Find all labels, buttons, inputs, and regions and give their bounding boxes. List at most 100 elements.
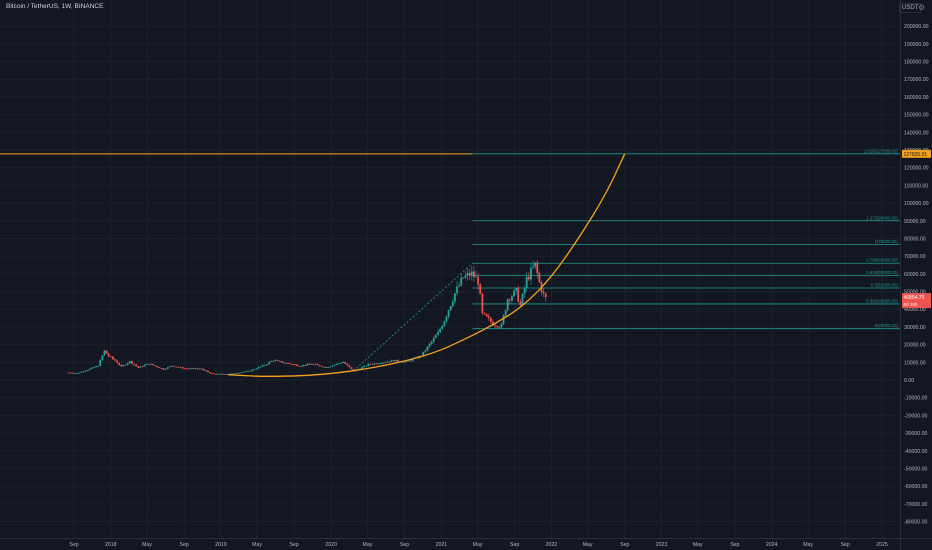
candle-body[interactable] — [253, 369, 256, 371]
candle-body[interactable] — [460, 277, 463, 286]
candle-body[interactable] — [428, 343, 431, 347]
candle-body[interactable] — [232, 373, 235, 375]
candle-body[interactable] — [521, 293, 524, 306]
candle-body[interactable] — [365, 365, 368, 367]
candle-body[interactable] — [71, 372, 74, 374]
candle-body[interactable] — [525, 276, 528, 288]
candle-body[interactable] — [443, 321, 446, 327]
candle-body[interactable] — [422, 351, 425, 357]
candle-body[interactable] — [369, 363, 372, 365]
candle-body[interactable] — [139, 366, 142, 368]
candle-body[interactable] — [245, 371, 247, 373]
candle-body[interactable] — [477, 276, 480, 285]
candle-body[interactable] — [261, 365, 264, 367]
candle-body[interactable] — [304, 365, 306, 366]
candle-body[interactable] — [147, 363, 150, 365]
candle-body[interactable] — [506, 299, 509, 311]
candle-body[interactable] — [470, 271, 473, 277]
candle-body[interactable] — [388, 361, 391, 363]
candle-body[interactable] — [158, 367, 161, 368]
candle-body[interactable] — [333, 364, 336, 366]
candle-body[interactable] — [150, 363, 152, 365]
candle-body[interactable] — [280, 361, 283, 363]
candle-body[interactable] — [196, 368, 199, 370]
candle-body[interactable] — [179, 367, 182, 368]
candle-body[interactable] — [297, 365, 300, 367]
candle-body[interactable] — [103, 350, 106, 356]
candle-body[interactable] — [131, 361, 133, 364]
candle-body[interactable] — [97, 366, 100, 367]
candle-body[interactable] — [321, 366, 323, 367]
candle-body[interactable] — [67, 372, 70, 374]
candle-body[interactable] — [335, 363, 338, 365]
candle-body[interactable] — [498, 327, 501, 328]
candle-body[interactable] — [257, 367, 260, 369]
candle-body[interactable] — [86, 370, 89, 371]
candle-body[interactable] — [397, 359, 399, 362]
candle-body[interactable] — [295, 364, 298, 366]
candle-body[interactable] — [502, 315, 505, 325]
candle-body[interactable] — [409, 360, 412, 362]
candle-body[interactable] — [242, 371, 245, 373]
candle-body[interactable] — [458, 285, 461, 287]
candle-body[interactable] — [378, 363, 380, 365]
candle-body[interactable] — [439, 328, 442, 332]
candle-body[interactable] — [329, 366, 332, 368]
candle-body[interactable] — [76, 373, 78, 374]
candle-body[interactable] — [249, 370, 252, 372]
target-price-badge[interactable] — [902, 149, 931, 158]
candle-body[interactable] — [200, 368, 203, 370]
candle-body[interactable] — [346, 363, 349, 366]
candle-body[interactable] — [441, 326, 444, 329]
candle-body[interactable] — [437, 331, 439, 336]
candle-body[interactable] — [211, 373, 214, 375]
candle-body[interactable] — [293, 364, 296, 365]
candle-body[interactable] — [238, 372, 241, 374]
candle-body[interactable] — [403, 361, 406, 363]
candle-body[interactable] — [390, 360, 393, 362]
candle-body[interactable] — [135, 364, 138, 367]
candle-body[interactable] — [367, 363, 370, 366]
candle-body[interactable] — [190, 368, 192, 370]
candle-body[interactable] — [373, 363, 376, 365]
symbol-title[interactable]: Bitcoin / TetherUS, 1W, BINANCE — [6, 3, 104, 10]
candle-body[interactable] — [314, 364, 317, 365]
candle-body[interactable] — [489, 317, 492, 322]
candle-body[interactable] — [299, 366, 302, 367]
candle-body[interactable] — [128, 361, 131, 364]
candle-body[interactable] — [287, 362, 290, 364]
candle-body[interactable] — [90, 367, 93, 369]
candle-body[interactable] — [371, 364, 374, 366]
candle-body[interactable] — [331, 365, 334, 367]
candle-body[interactable] — [234, 373, 237, 375]
price-axis[interactable] — [900, 0, 932, 550]
candle-body[interactable] — [285, 362, 287, 364]
candle-body[interactable] — [517, 287, 520, 302]
candle-body[interactable] — [312, 364, 315, 365]
candle-body[interactable] — [430, 341, 433, 344]
candle-body[interactable] — [188, 368, 190, 370]
candle-body[interactable] — [494, 325, 496, 327]
parabolic-curve[interactable] — [228, 153, 626, 377]
candle-body[interactable] — [407, 360, 410, 362]
candle-body[interactable] — [456, 286, 458, 294]
candle-body[interactable] — [219, 373, 222, 375]
candle-body[interactable] — [183, 368, 186, 370]
candle-body[interactable] — [405, 361, 408, 362]
candle-body[interactable] — [84, 370, 87, 372]
candle-body[interactable] — [283, 362, 285, 364]
candle-body[interactable] — [291, 364, 294, 365]
candle-body[interactable] — [74, 373, 76, 374]
candle-body[interactable] — [109, 356, 112, 358]
candle-body[interactable] — [325, 366, 328, 368]
candle-body[interactable] — [177, 366, 180, 368]
candle-body[interactable] — [204, 370, 207, 372]
candle-body[interactable] — [504, 310, 507, 316]
candle-body[interactable] — [114, 359, 116, 361]
candle-body[interactable] — [202, 368, 205, 371]
candle-body[interactable] — [223, 374, 226, 375]
candle-body[interactable] — [462, 277, 465, 279]
candle-body[interactable] — [447, 310, 450, 317]
candle-body[interactable] — [342, 362, 344, 364]
candle-body[interactable] — [175, 366, 178, 368]
